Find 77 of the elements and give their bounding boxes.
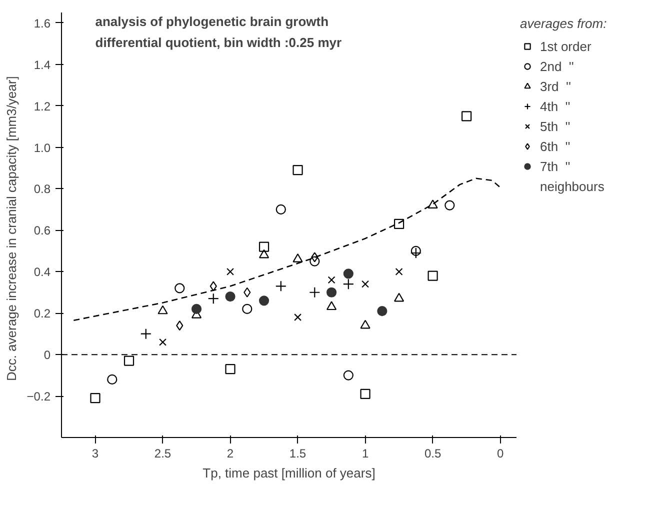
y-tick-label: 1.4 [34, 58, 51, 72]
y-tick-label: 0.8 [34, 182, 51, 196]
point [90, 393, 100, 404]
point [444, 200, 455, 210]
y-tick-label: 0.4 [34, 265, 51, 280]
point [395, 268, 403, 276]
x-axis-title: Tp, time past [million of years] [202, 466, 376, 480]
point [342, 278, 354, 290]
legend-label: 1st order [540, 38, 592, 54]
point [124, 356, 134, 366]
point [174, 283, 185, 294]
point [428, 270, 438, 281]
point [294, 314, 302, 321]
point [410, 247, 422, 259]
legend-label: 4th '' [540, 98, 572, 114]
point [362, 280, 370, 288]
point [225, 364, 236, 374]
y-tick-label: 1.6 [34, 16, 51, 30]
line-series [73, 178, 502, 322]
y-tick-label: 0.6 [34, 224, 51, 238]
point [176, 320, 184, 331]
point [258, 296, 270, 306]
y-tick-label: 1.0 [34, 140, 51, 155]
point [292, 165, 303, 176]
point [326, 301, 337, 310]
x-tick-label: 1 [362, 446, 369, 460]
point [210, 281, 217, 292]
point [326, 287, 337, 298]
x-tick-label: 0 [496, 446, 504, 460]
point [394, 292, 404, 302]
x-tick-label: 2.5 [154, 446, 172, 460]
y-tick-label: −0.2 [26, 390, 51, 404]
point [158, 305, 168, 314]
point [258, 249, 270, 258]
point [107, 374, 118, 384]
y-tick-label: 0 [44, 348, 51, 362]
y-tick-label: 1.2 [34, 99, 51, 114]
legend-label: 6th '' [540, 138, 572, 154]
legend-label: 5th '' [540, 118, 572, 134]
point [226, 268, 234, 276]
point [225, 291, 236, 302]
y-axis-title: Dcc. average increase in cranial capacity [mm3/year] [4, 76, 19, 382]
legend-label: 7th '' [540, 158, 572, 174]
point [244, 287, 251, 298]
point [292, 253, 303, 262]
point [275, 280, 286, 292]
point [461, 111, 472, 122]
point [343, 268, 354, 279]
point [394, 218, 404, 230]
annotation: analysis of phylogenetic brain growth [95, 14, 329, 30]
point [360, 388, 370, 400]
point [242, 304, 252, 314]
point [311, 252, 318, 262]
point [310, 256, 320, 266]
point [328, 276, 336, 284]
point [258, 242, 270, 252]
point [140, 328, 152, 340]
x-tick-label: 2 [226, 446, 234, 460]
legend-label: 3rd '' [540, 78, 572, 94]
point [309, 286, 320, 298]
point [410, 246, 421, 256]
point [428, 200, 438, 208]
point [360, 320, 370, 329]
annotation: differential quotient, bin width :0.25 myr [95, 34, 342, 50]
x-tick-label: 0.5 [424, 446, 442, 460]
x-tick-label: 1.5 [289, 446, 306, 460]
text: neighbours [540, 178, 604, 194]
point [159, 338, 166, 346]
legend-label: 2nd '' [540, 58, 575, 74]
point [276, 204, 286, 214]
x-tick-label: 3 [92, 446, 99, 460]
point [343, 370, 354, 380]
point [191, 304, 202, 314]
point [377, 306, 388, 316]
legend-title: averages from: [520, 16, 607, 31]
point [208, 293, 219, 304]
y-tick-label: 0.2 [34, 306, 51, 321]
